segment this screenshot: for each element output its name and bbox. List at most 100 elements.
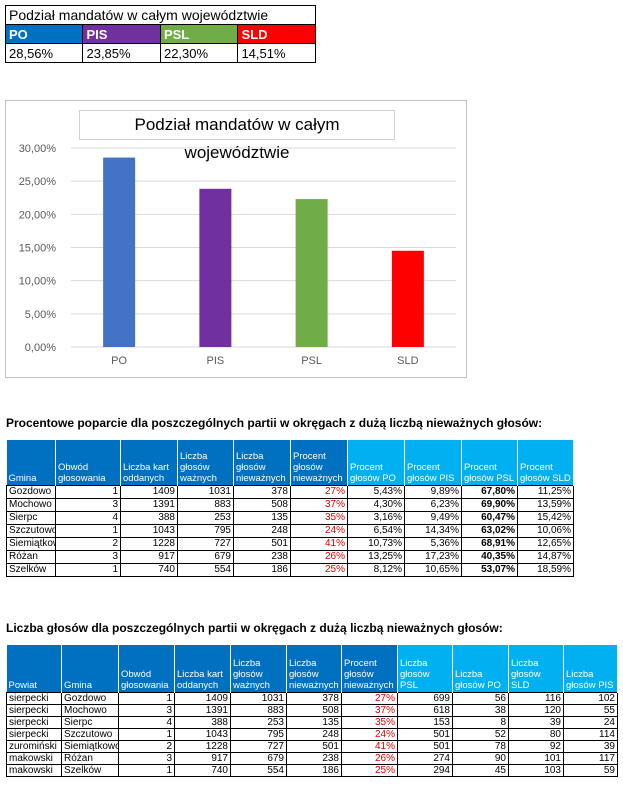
table-cell: 883 [230,703,287,717]
column-header: Obwód głosowania [118,645,175,692]
column-header: Procent głosów nieważnych [290,440,348,485]
table-cell: 740 [174,763,231,777]
table-cell: 1043 [120,523,178,538]
table-cell: 3,16% [347,510,405,525]
table1-title: Procentowe poparcie dla poszczególnych p… [6,416,543,430]
table-cell: 5,43% [347,484,405,499]
table-cell: 248 [286,727,342,741]
table-cell: 78 [452,739,509,753]
column-header: Procent głosów PSL [461,440,518,485]
column-header: Procent głosów SLD [517,440,574,485]
votes-table: Powiat Gmina Obwód głosowania Liczba kart o… [6,645,618,777]
table-cell: 59 [563,763,618,777]
table-row: Różan 3 917 679 238 26% 13,25% 17,23% 40,35% 14,8… [6,549,574,564]
column-header: Liczba głosów nieważnych [233,440,291,485]
table-cell: 4 [55,510,121,525]
table-cell: 37% [290,497,348,512]
y-tick-label: 20,00% [19,209,57,221]
table-cell: 4 [118,715,175,729]
table-row: Gozdowo 1 1409 1031 378 27% 5,43% 9,89% 67,80% 11… [6,484,574,499]
table-cell: 153 [397,715,453,729]
table-cell: 740 [120,562,178,577]
table-cell: 1031 [230,691,287,705]
table-cell: 6,54% [347,523,405,538]
table-cell: 3 [55,497,121,512]
table-cell: 795 [230,727,287,741]
table-cell: Sierpc [61,715,119,729]
table2-title: Liczba głosów dla poszczególnych partii … [6,621,503,635]
table-cell: 1391 [120,497,178,512]
table-cell: 554 [177,562,234,577]
table-cell: sierpecki [6,703,62,717]
table-cell: 699 [397,691,453,705]
table-cell: 101 [508,751,564,765]
table-cell: 10,06% [517,523,574,538]
table-cell: 13,25% [347,549,405,564]
table-row: makowski Szelków 1 740 554 186 25% 294 45 103 59 [6,763,618,777]
table-cell: 39 [508,715,564,729]
table-cell: 80 [508,727,564,741]
table-cell: 12,65% [517,536,574,551]
table-cell: 274 [397,751,453,765]
table-cell: 27% [290,484,348,499]
table-cell: 26% [341,751,398,765]
table-cell: 3 [118,703,175,717]
table-cell: 120 [508,703,564,717]
table-cell: 501 [397,727,453,741]
table-cell: makowski [6,763,62,777]
table-row: sierpecki Gozdowo 1 1409 1031 378 27% 699 56 116 1… [6,691,618,705]
table-cell: 41% [341,739,398,753]
table-cell: 55 [563,703,618,717]
table-cell: 378 [233,484,291,499]
table-row: makowski Różan 3 917 679 238 26% 274 90 101 117 [6,751,618,765]
table-cell: 60,47% [461,510,518,525]
table-cell: 1 [118,727,175,741]
table-cell: 1391 [174,703,231,717]
table-cell: Szczutowo [6,523,56,538]
table-row: sierpecki Sierpc 4 388 253 135 35% 153 8 39 24 [6,715,618,729]
table-cell: 39 [563,739,618,753]
table-cell: 1 [55,523,121,538]
column-header: Liczba głosów PSL [397,645,453,692]
table-row: Szczutowo 1 1043 795 248 24% 6,54% 14,34% 63,02%… [6,523,574,538]
table-cell: sierpecki [6,691,62,705]
table-row: Sierpc 4 388 253 135 35% 3,16% 9,49% 60,47% 15,42… [6,510,574,525]
table-cell: 795 [177,523,234,538]
table-cell: 14,34% [404,523,462,538]
table-cell: 68,91% [461,536,518,551]
table-cell: Siemiątkowo [61,739,119,753]
table-cell: 8 [452,715,509,729]
table-cell: 388 [120,510,178,525]
party-share: 23,85% [82,43,161,63]
table-cell: 679 [177,549,234,564]
table-cell: 52 [452,727,509,741]
table-cell: 17,23% [404,549,462,564]
table-cell: 135 [286,715,342,729]
table-cell: 3 [118,751,175,765]
table-cell: 25% [341,763,398,777]
table-cell: 13,59% [517,497,574,512]
table-row: Siemiątkowo2122872750141%10,73%5,36%68,9… [6,536,574,551]
table-cell: 40,35% [461,549,518,564]
table-cell: 45 [452,763,509,777]
table-cell: Gozdowo [61,691,119,705]
column-header: Liczba głosów PIS [563,645,618,692]
x-tick-label: PIS [207,355,225,367]
summary-table: Podział mandatów w całym województwie PO… [4,5,316,63]
column-header: Liczba głosów nieważnych [286,645,342,692]
table-cell: 135 [233,510,291,525]
table-cell: 501 [233,536,291,551]
table-cell: 26% [290,549,348,564]
table-cell: 18,59% [517,562,574,577]
party-name: SLD [237,24,316,44]
table-cell: Mochowo [6,497,56,512]
table-cell: 90 [452,751,509,765]
table-row: sierpecki Szczutowo 1 1043 795 248 24% 501 52 80 1… [6,727,618,741]
table-cell: Sierpc [6,510,56,525]
table-cell: Szelków [6,562,56,577]
table-cell: 116 [508,691,564,705]
table-cell: Siemiątkowo [6,536,56,551]
table-cell: 14,87% [517,549,574,564]
table-cell: 9,49% [404,510,462,525]
table-cell: 9,89% [404,484,462,499]
